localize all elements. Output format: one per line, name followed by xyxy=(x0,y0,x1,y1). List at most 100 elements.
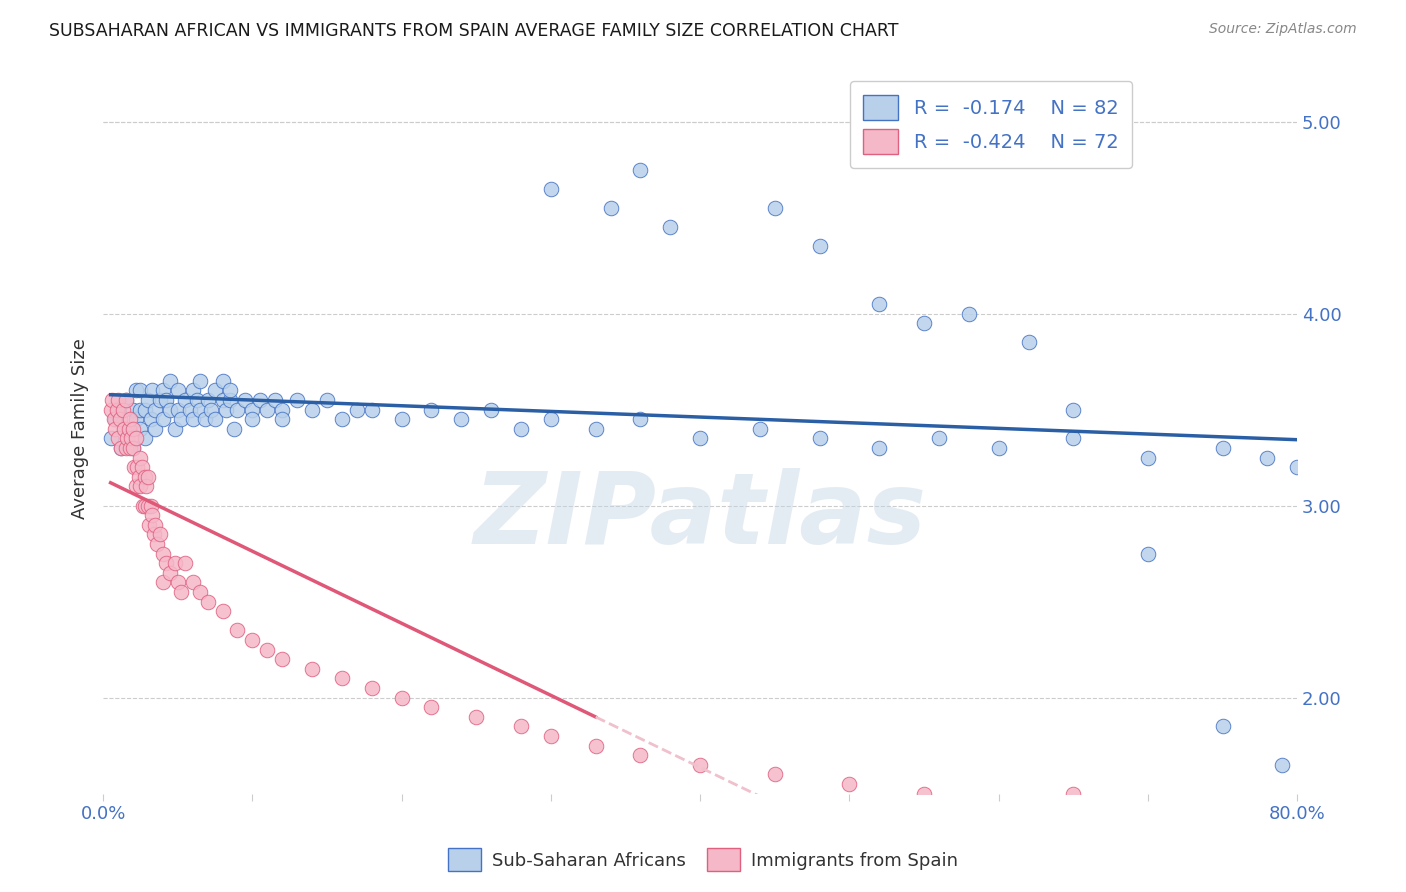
Point xyxy=(107,393,129,408)
Point xyxy=(163,422,186,436)
Point xyxy=(194,412,217,426)
Point xyxy=(181,575,204,590)
Point xyxy=(233,393,256,408)
Point xyxy=(226,402,249,417)
Point xyxy=(1018,335,1040,350)
Point xyxy=(122,402,145,417)
Point xyxy=(174,556,197,570)
Point xyxy=(540,729,562,743)
Point xyxy=(763,767,786,781)
Point xyxy=(118,422,141,436)
Point xyxy=(226,624,249,638)
Point xyxy=(166,384,188,398)
Point xyxy=(121,432,143,446)
Text: SUBSAHARAN AFRICAN VS IMMIGRANTS FROM SPAIN AVERAGE FAMILY SIZE CORRELATION CHAR: SUBSAHARAN AFRICAN VS IMMIGRANTS FROM SP… xyxy=(49,22,898,40)
Point xyxy=(420,700,443,714)
Point xyxy=(1271,757,1294,772)
Point xyxy=(107,402,129,417)
Point xyxy=(174,393,197,408)
Point xyxy=(585,422,607,436)
Point xyxy=(360,681,382,695)
Point xyxy=(132,499,155,513)
Point xyxy=(689,432,711,446)
Point xyxy=(134,432,156,446)
Point xyxy=(149,393,172,408)
Point xyxy=(145,422,167,436)
Point xyxy=(1062,787,1084,801)
Point xyxy=(540,182,562,196)
Point xyxy=(301,402,323,417)
Point xyxy=(134,499,156,513)
Point xyxy=(689,757,711,772)
Point xyxy=(219,393,242,408)
Point xyxy=(188,374,211,388)
Point xyxy=(131,460,153,475)
Point xyxy=(868,441,890,455)
Point xyxy=(346,402,368,417)
Point xyxy=(808,239,831,253)
Point xyxy=(1286,460,1309,475)
Point xyxy=(139,499,162,513)
Point xyxy=(214,402,236,417)
Point xyxy=(285,393,308,408)
Point xyxy=(211,604,233,618)
Point xyxy=(249,393,271,408)
Point xyxy=(114,393,136,408)
Point xyxy=(118,412,141,426)
Point xyxy=(166,402,188,417)
Point xyxy=(186,393,208,408)
Point xyxy=(107,432,129,446)
Point xyxy=(242,412,264,426)
Point xyxy=(1136,450,1159,465)
Point xyxy=(450,412,472,426)
Point xyxy=(129,422,152,436)
Point xyxy=(271,652,294,666)
Point xyxy=(465,710,488,724)
Point xyxy=(242,633,264,648)
Point xyxy=(510,422,533,436)
Point xyxy=(211,374,233,388)
Point xyxy=(159,374,181,388)
Point xyxy=(129,402,152,417)
Point xyxy=(134,470,156,484)
Point xyxy=(111,402,134,417)
Point xyxy=(1136,547,1159,561)
Point xyxy=(540,412,562,426)
Point xyxy=(108,412,131,426)
Point xyxy=(256,642,278,657)
Point xyxy=(179,402,201,417)
Point xyxy=(152,384,174,398)
Point xyxy=(200,402,222,417)
Point xyxy=(145,402,167,417)
Point xyxy=(1212,719,1234,733)
Point xyxy=(242,402,264,417)
Point xyxy=(122,441,145,455)
Point xyxy=(115,432,138,446)
Point xyxy=(391,412,413,426)
Point xyxy=(152,575,174,590)
Point xyxy=(1062,432,1084,446)
Point xyxy=(155,556,177,570)
Text: ZIPatlas: ZIPatlas xyxy=(474,468,927,565)
Point xyxy=(146,537,169,551)
Point xyxy=(134,402,156,417)
Point xyxy=(263,393,285,408)
Point xyxy=(125,432,148,446)
Text: Source: ZipAtlas.com: Source: ZipAtlas.com xyxy=(1209,22,1357,37)
Point xyxy=(112,422,135,436)
Point xyxy=(136,470,159,484)
Point xyxy=(125,384,148,398)
Point xyxy=(129,384,152,398)
Point xyxy=(316,393,339,408)
Point xyxy=(987,441,1010,455)
Point xyxy=(125,412,148,426)
Point xyxy=(271,402,294,417)
Point xyxy=(211,393,233,408)
Point xyxy=(149,527,172,541)
Point xyxy=(912,316,935,330)
Point xyxy=(630,748,652,763)
Point xyxy=(170,585,193,599)
Point xyxy=(166,575,188,590)
Point xyxy=(152,412,174,426)
Point xyxy=(138,517,160,532)
